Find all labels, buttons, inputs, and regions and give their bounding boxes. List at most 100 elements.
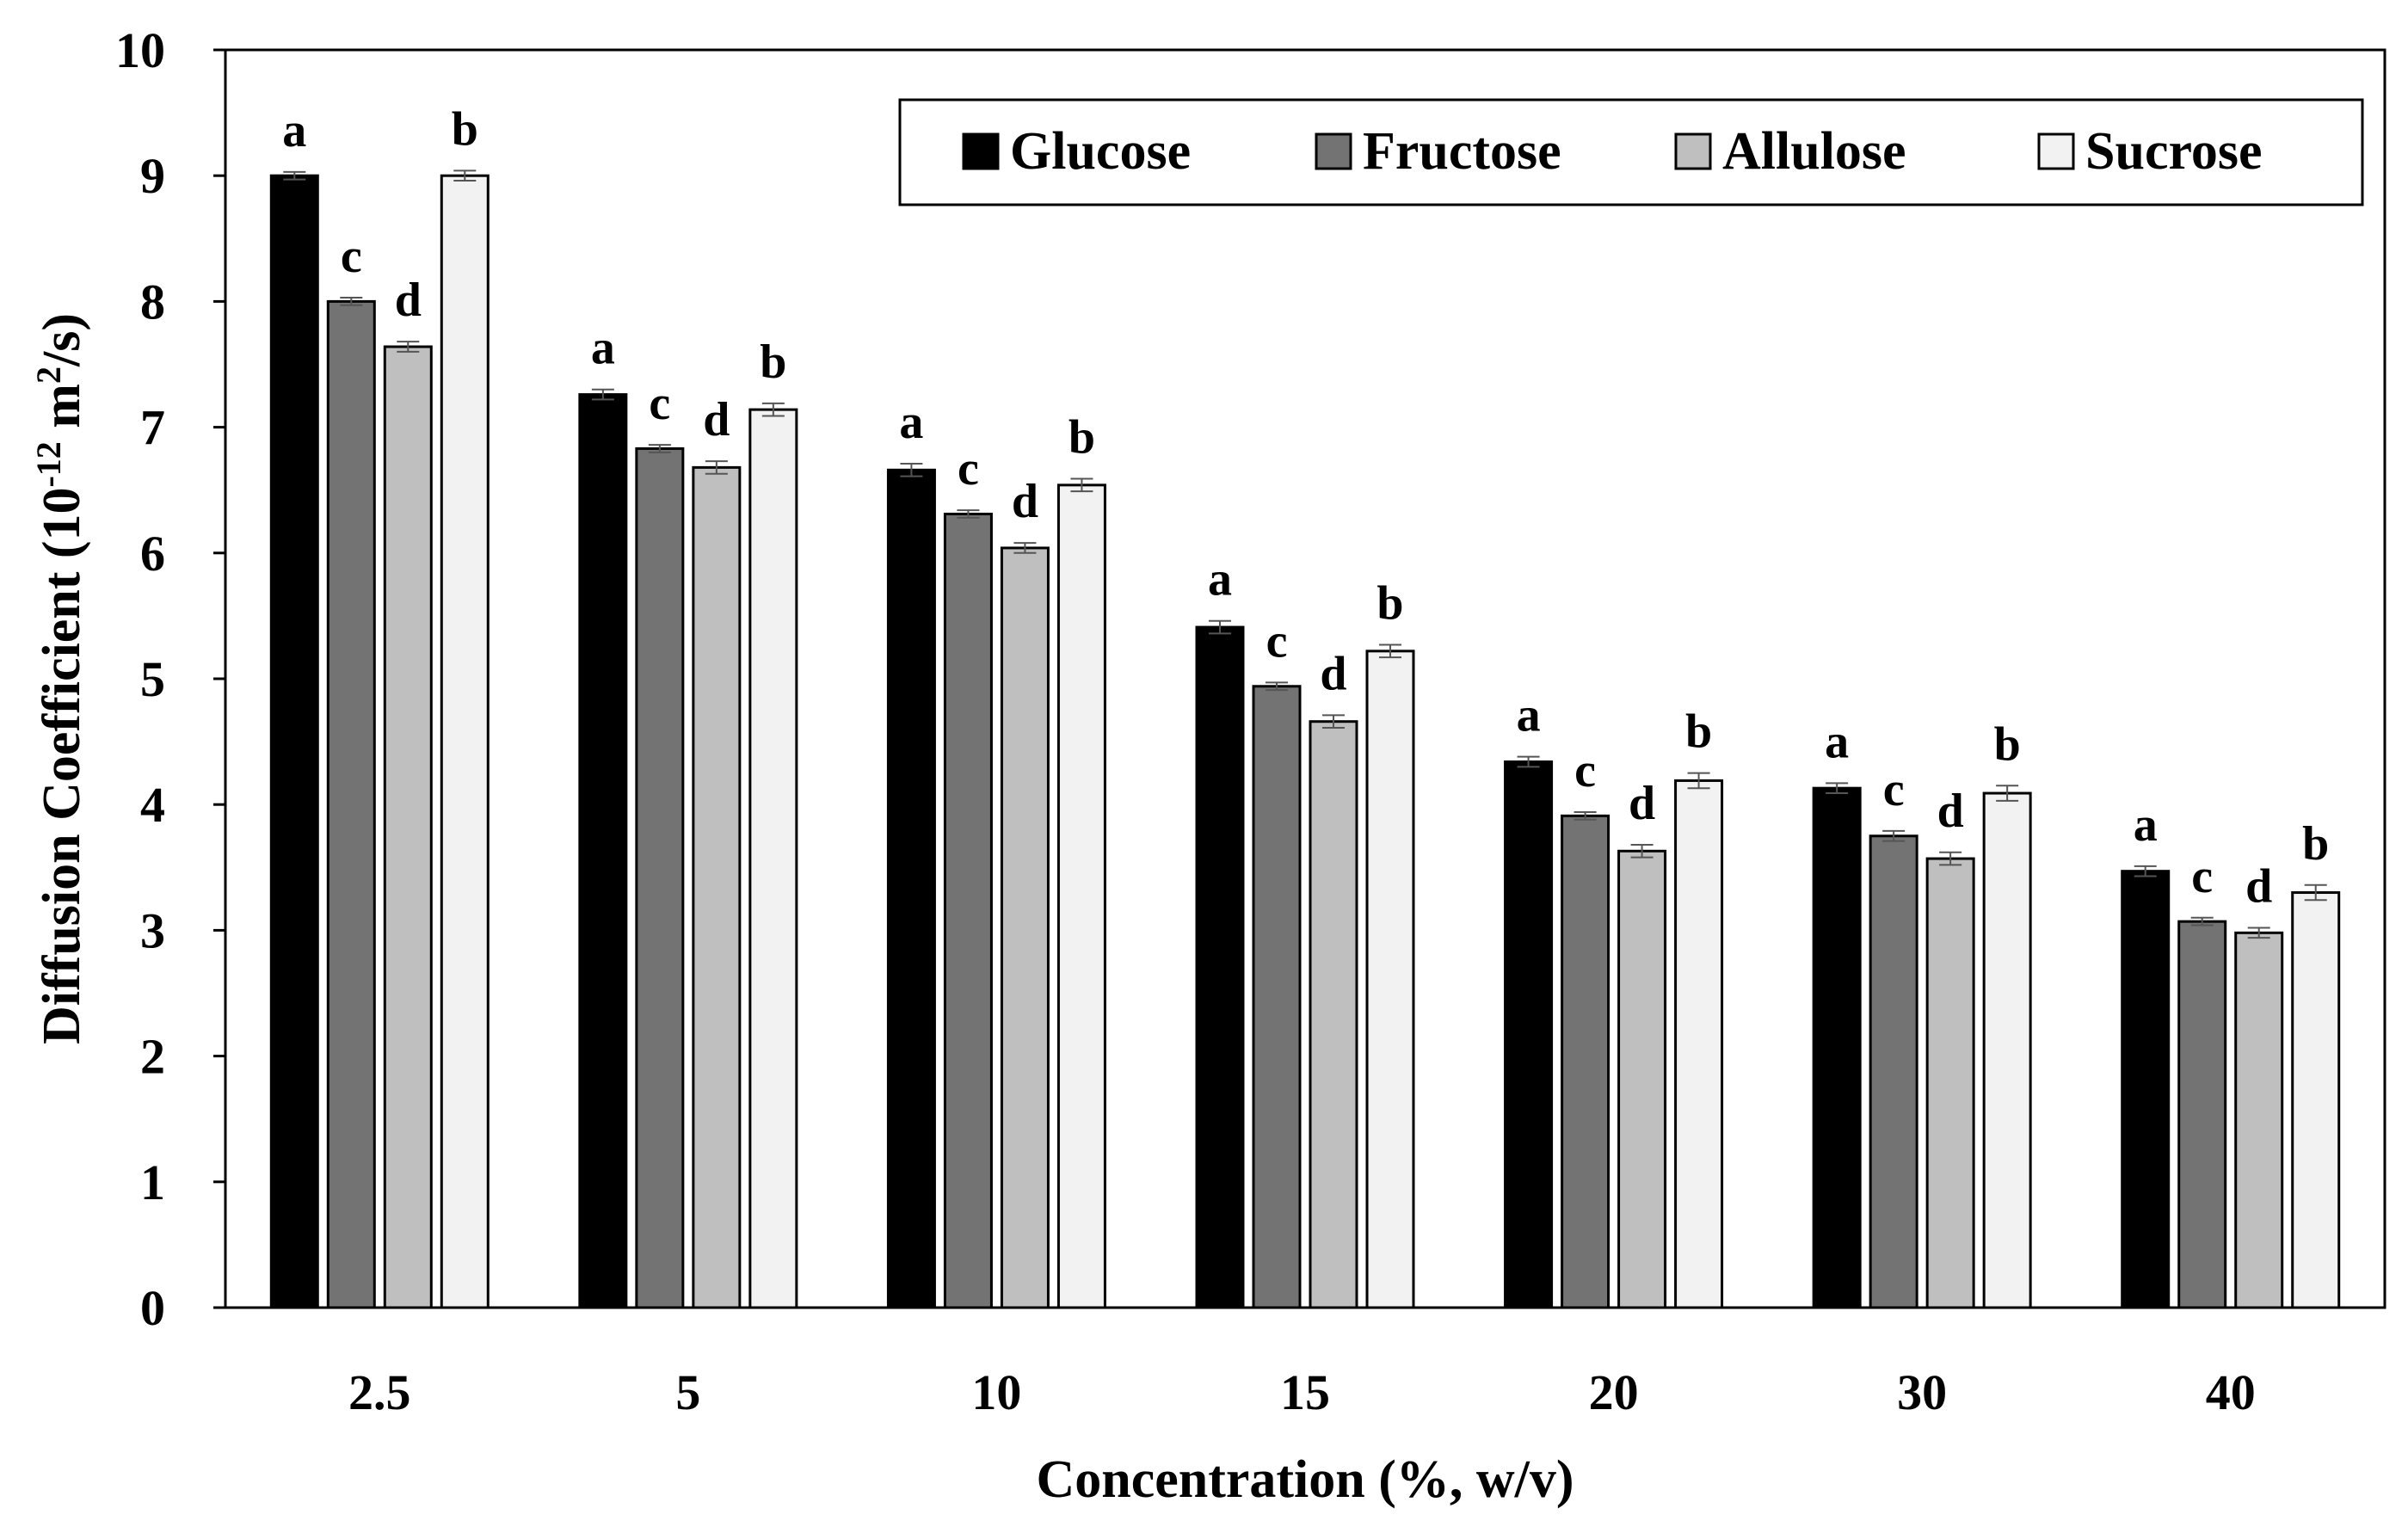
bar-fructose-5 xyxy=(635,446,685,1309)
significance-letter: d xyxy=(1937,785,1964,838)
legend-swatch xyxy=(2037,132,2075,170)
error-bar xyxy=(2304,883,2327,902)
significance-letter: b xyxy=(1069,411,1095,465)
bar-glucose-20 xyxy=(1504,760,1554,1309)
x-tick-label: 30 xyxy=(1897,1364,1947,1420)
error-bar xyxy=(591,388,614,401)
error-bar xyxy=(397,341,420,353)
legend-item-fructose: Fructose xyxy=(1315,122,1561,181)
significance-letter: d xyxy=(1320,647,1346,700)
bar-series-group xyxy=(269,174,2341,1309)
error-bar xyxy=(1070,477,1093,493)
legend-swatch xyxy=(1315,132,1352,170)
x-tick-label: 10 xyxy=(971,1364,1021,1420)
bar-allulose-40 xyxy=(2234,931,2284,1309)
bar-glucose-15 xyxy=(1195,625,1245,1309)
bar-fructose-15 xyxy=(1252,685,1302,1309)
significance-letter: c xyxy=(1883,763,1905,816)
y-tick-label: 7 xyxy=(140,400,165,456)
y-tick-label: 3 xyxy=(140,902,165,958)
x-axis-ticks: 2.5 5 10 15 20 30 40 xyxy=(348,1364,2256,1420)
bar-fructose-10 xyxy=(943,512,993,1309)
error-bar xyxy=(283,170,306,181)
legend-box xyxy=(898,98,2364,206)
x-tick-label: 15 xyxy=(1280,1364,1330,1420)
significance-letter: a xyxy=(1825,715,1849,768)
significance-letter: d xyxy=(2245,859,2272,913)
significance-letter: c xyxy=(1266,614,1288,668)
error-bar xyxy=(761,402,785,417)
bar-allulose-30 xyxy=(1925,857,1975,1309)
bar-allulose-20 xyxy=(1617,849,1667,1309)
significance-letter: b xyxy=(2302,817,2329,871)
error-bar xyxy=(1882,829,1906,842)
error-bar xyxy=(2247,927,2270,939)
bar-glucose-30 xyxy=(1812,786,1862,1309)
significance-letter: d xyxy=(1629,777,1655,830)
significance-letter: a xyxy=(1517,689,1541,742)
significance-letter: b xyxy=(1994,717,2021,771)
significance-letter: c xyxy=(649,377,670,430)
significance-letter: a xyxy=(899,396,923,449)
error-bar xyxy=(2190,916,2214,927)
error-bar xyxy=(1322,714,1345,730)
y-tick-label: 4 xyxy=(140,777,165,833)
significance-letter: b xyxy=(1685,705,1712,759)
significance-letter: a xyxy=(1208,553,1232,606)
x-tick-label: 40 xyxy=(2206,1364,2256,1420)
bar-allulose-15 xyxy=(1309,720,1358,1309)
error-bar xyxy=(1826,782,1849,795)
bar-glucose-5 xyxy=(578,393,628,1309)
bar-allulose-10 xyxy=(1000,546,1050,1309)
significance-letter: a xyxy=(591,322,615,375)
bar-fructose-2.5 xyxy=(326,299,376,1309)
significance-letter: c xyxy=(2191,850,2213,903)
significance-letter: b xyxy=(1376,577,1403,631)
plot-area-frame xyxy=(224,48,2386,1309)
significance-letter: b xyxy=(760,336,786,389)
error-bar xyxy=(2134,865,2157,877)
significance-letter: b xyxy=(452,102,478,156)
y-axis-ticks: 0 1 2 3 4 5 6 7 8 9 10 xyxy=(115,22,225,1336)
bar-sucrose-5 xyxy=(748,408,798,1309)
bar-sucrose-10 xyxy=(1056,483,1106,1309)
y-tick-label: 9 xyxy=(140,148,165,204)
error-bar xyxy=(1687,772,1710,790)
error-bar xyxy=(1996,785,2019,802)
error-bar xyxy=(1630,843,1654,859)
y-axis-title-units-exponent: 2 xyxy=(29,366,68,384)
error-bar xyxy=(705,460,728,475)
bar-sucrose-2.5 xyxy=(440,174,490,1309)
y-tick-label: 10 xyxy=(115,22,165,78)
bar-fructose-40 xyxy=(2177,920,2227,1309)
error-bar xyxy=(1013,542,1037,554)
error-bar xyxy=(1939,851,1962,866)
legend-item-sucrose: Sucrose xyxy=(2037,122,2263,181)
error-bar xyxy=(453,169,477,182)
significance-letter: c xyxy=(1574,744,1596,797)
bar-sucrose-30 xyxy=(1982,791,2032,1309)
x-tick-label: 5 xyxy=(675,1364,700,1420)
x-axis-title: Concentration (%, w/v) xyxy=(1036,1450,1574,1509)
y-tick-label: 0 xyxy=(140,1280,165,1336)
significance-letter: d xyxy=(395,274,422,327)
legend: Glucose Fructose Allulose Sucrose xyxy=(898,98,2364,206)
y-axis-title: Diffusion Coefficient (10-12 m2/s) xyxy=(29,313,91,1044)
y-tick-label: 5 xyxy=(140,651,165,707)
significance-letter: d xyxy=(703,393,730,446)
error-bar xyxy=(957,509,980,519)
error-bar xyxy=(1574,810,1597,821)
legend-label: Glucose xyxy=(1010,122,1191,181)
bar-glucose-40 xyxy=(2121,870,2171,1309)
bar-fructose-30 xyxy=(1869,834,1918,1309)
error-bars-group xyxy=(283,169,2327,939)
x-tick-label: 2.5 xyxy=(348,1364,411,1420)
legend-label: Sucrose xyxy=(2085,122,2263,181)
error-bar xyxy=(1379,643,1401,659)
bar-glucose-2.5 xyxy=(269,174,319,1309)
error-bar xyxy=(900,462,923,477)
legend-swatch xyxy=(1674,132,1712,170)
significance-letter: d xyxy=(1012,475,1038,528)
y-tick-label: 1 xyxy=(140,1154,165,1210)
